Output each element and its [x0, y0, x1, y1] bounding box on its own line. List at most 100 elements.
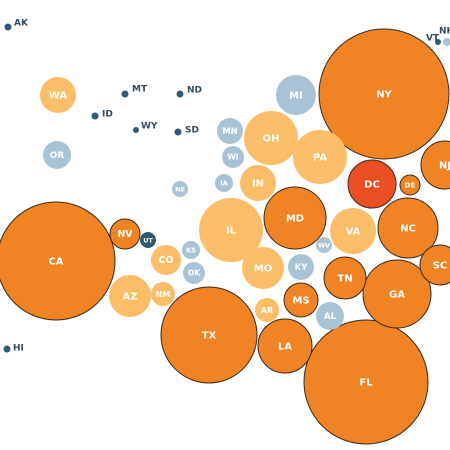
state-label-vt: VT: [426, 34, 440, 44]
state-label-ak: AK: [14, 19, 29, 29]
state-circle-ga: [362, 259, 432, 329]
state-circle-wa: [40, 77, 76, 113]
state-circle-sd: [174, 128, 182, 136]
state-bubble-nh: NH: [439, 27, 450, 46]
state-bubble-ut: UT: [140, 232, 156, 248]
state-circle-il: [199, 198, 263, 262]
state-bubble-mo: MO: [242, 247, 284, 289]
state-label-or: OR: [50, 151, 65, 161]
state-bubble-mi: MI: [276, 75, 316, 115]
state-circle-la: [257, 318, 313, 374]
state-label-ga: GA: [389, 290, 405, 301]
state-label-id: ID: [102, 110, 113, 120]
state-label-ok: OK: [188, 269, 201, 278]
state-circle-mt: [121, 90, 129, 98]
state-circle-ny: [318, 28, 450, 160]
state-bubble-ky: KY: [288, 254, 314, 280]
state-bubble-ia: IA: [215, 174, 233, 192]
state-label-tn: TN: [337, 274, 352, 285]
state-label-nd: ND: [187, 86, 202, 96]
state-circle-wi: [222, 146, 244, 168]
state-circle-in: [240, 165, 276, 201]
state-circle-ne: [172, 181, 188, 197]
state-label-wi: WI: [227, 153, 238, 162]
state-label-la: LA: [278, 342, 292, 353]
state-label-ne: NE: [175, 186, 185, 194]
state-label-md: MD: [286, 214, 304, 225]
state-bubble-al: AL: [316, 302, 344, 330]
state-label-mi: MI: [289, 91, 303, 102]
state-bubble-wy: WY: [133, 122, 158, 133]
state-bubble-or: OR: [43, 141, 71, 169]
state-circle-mo: [242, 247, 284, 289]
state-circle-va: [330, 208, 376, 254]
state-label-fl: FL: [359, 378, 373, 389]
state-bubble-dc: DC: [347, 159, 397, 209]
state-bubble-wv: WV: [316, 237, 332, 253]
state-bubble-oh: OH: [244, 111, 298, 165]
state-label-ca: CA: [48, 257, 63, 268]
state-circle-nv: [109, 218, 141, 250]
state-circle-wv: [316, 237, 332, 253]
state-bubble-il: IL: [199, 198, 263, 262]
state-circle-de: [399, 174, 421, 196]
state-circle-dc: [347, 159, 397, 209]
state-bubble-nd: ND: [176, 86, 202, 98]
state-circle-vt: [435, 39, 441, 45]
state-label-co: CO: [159, 255, 174, 266]
state-label-sc: SC: [433, 261, 448, 272]
state-circle-or: [43, 141, 71, 169]
state-circle-fl: [303, 319, 429, 445]
state-bubble-fl: FL: [303, 319, 429, 445]
state-circle-ok: [183, 262, 205, 284]
state-bubble-tn: TN: [323, 256, 367, 300]
state-circle-az: [109, 275, 151, 317]
state-label-al: AL: [324, 312, 337, 322]
state-label-dc: DC: [364, 180, 380, 191]
state-label-ks: KS: [186, 247, 196, 255]
state-label-nv: NV: [118, 229, 134, 240]
state-label-tx: TX: [202, 331, 217, 342]
state-label-wv: WV: [318, 242, 330, 250]
state-circle-oh: [244, 111, 298, 165]
state-label-az: AZ: [123, 292, 138, 303]
state-circle-nh: [443, 38, 450, 46]
state-label-nj: NJ: [439, 161, 450, 172]
state-bubble-id: ID: [91, 110, 113, 120]
state-circle-ks: [182, 241, 200, 259]
state-circle-nd: [176, 90, 184, 98]
state-circle-ar: [255, 298, 279, 322]
state-bubble-de: DE: [399, 174, 421, 196]
state-label-oh: OH: [263, 134, 280, 145]
state-circle-mi: [276, 75, 316, 115]
state-circle-pa: [293, 130, 347, 184]
state-circle-sc: [419, 244, 450, 286]
state-label-hi: HI: [13, 344, 24, 354]
state-label-nh: NH: [439, 27, 450, 37]
state-bubble-md: MD: [263, 186, 327, 250]
state-bubble-nc: NC: [377, 197, 439, 259]
state-bubble-vt: VT: [426, 34, 441, 45]
state-label-sd: SD: [185, 126, 199, 136]
state-bubble-wa: WA: [40, 77, 76, 113]
state-bubble-ms: MS: [283, 282, 319, 318]
state-label-ut: UT: [143, 237, 153, 245]
state-circle-id: [91, 112, 99, 120]
state-bubble-sc: SC: [419, 244, 450, 286]
state-circle-nm: [151, 282, 175, 306]
state-circle-ms: [283, 282, 319, 318]
state-label-il: IL: [226, 226, 237, 237]
state-label-va: VA: [346, 227, 361, 238]
state-bubble-nm: NM: [151, 282, 175, 306]
state-bubble-sd: SD: [174, 126, 199, 136]
state-bubble-mt: MT: [121, 85, 148, 98]
state-label-in: IN: [252, 179, 264, 190]
state-circle-nc: [377, 197, 439, 259]
state-label-ar: AR: [261, 306, 273, 315]
state-bubble-hi: HI: [3, 344, 24, 354]
state-circle-ut: [140, 232, 156, 248]
state-bubble-ak: AK: [4, 19, 29, 31]
state-label-mn: MN: [222, 127, 238, 137]
state-bubble-la: LA: [257, 318, 313, 374]
